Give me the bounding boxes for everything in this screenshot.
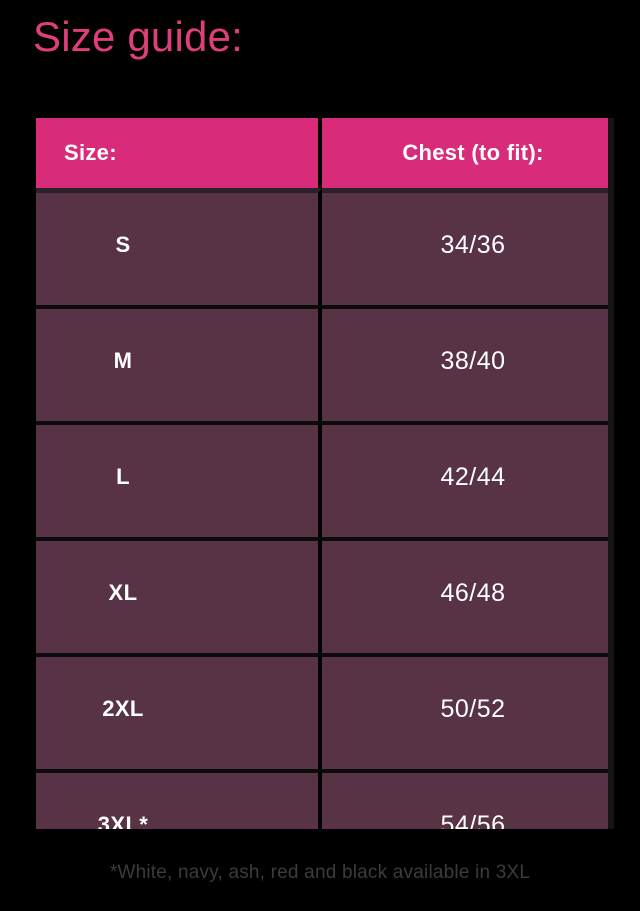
cell-chest: 34/36 bbox=[322, 188, 613, 305]
table-row: XL 46/48 bbox=[36, 537, 613, 653]
size-guide-table: Size: Chest (to fit): S 34/36 M 38/40 L … bbox=[36, 118, 613, 829]
cell-chest: 54/56 bbox=[322, 769, 613, 829]
cell-chest: 50/52 bbox=[322, 653, 613, 769]
table-row: M 38/40 bbox=[36, 305, 613, 421]
table-header: Size: Chest (to fit): bbox=[36, 118, 613, 188]
cell-size: 2XL bbox=[36, 653, 322, 769]
cell-size: XL bbox=[36, 537, 322, 653]
table-body: S 34/36 M 38/40 L 42/44 XL 46/48 2XL 5 bbox=[36, 188, 613, 829]
footnote: *White, navy, ash, red and black availab… bbox=[109, 862, 531, 883]
table-clip-edge bbox=[608, 118, 614, 829]
column-header-size: Size: bbox=[36, 118, 322, 188]
cell-chest: 42/44 bbox=[322, 421, 613, 537]
page-title: Size guide: bbox=[33, 13, 244, 60]
table-row: 3XL* 54/56 bbox=[36, 769, 613, 829]
cell-size: L bbox=[36, 421, 322, 537]
cell-size: S bbox=[36, 188, 322, 305]
table-row: S 34/36 bbox=[36, 188, 613, 305]
table-row: 2XL 50/52 bbox=[36, 653, 613, 769]
cell-size: M bbox=[36, 305, 322, 421]
cell-size: 3XL* bbox=[36, 769, 322, 829]
column-header-chest: Chest (to fit): bbox=[322, 118, 613, 188]
cell-chest: 46/48 bbox=[322, 537, 613, 653]
size-table-viewport: Size: Chest (to fit): S 34/36 M 38/40 L … bbox=[36, 118, 613, 829]
table-header-row: Size: Chest (to fit): bbox=[36, 118, 613, 188]
cell-chest: 38/40 bbox=[322, 305, 613, 421]
table-row: L 42/44 bbox=[36, 421, 613, 537]
